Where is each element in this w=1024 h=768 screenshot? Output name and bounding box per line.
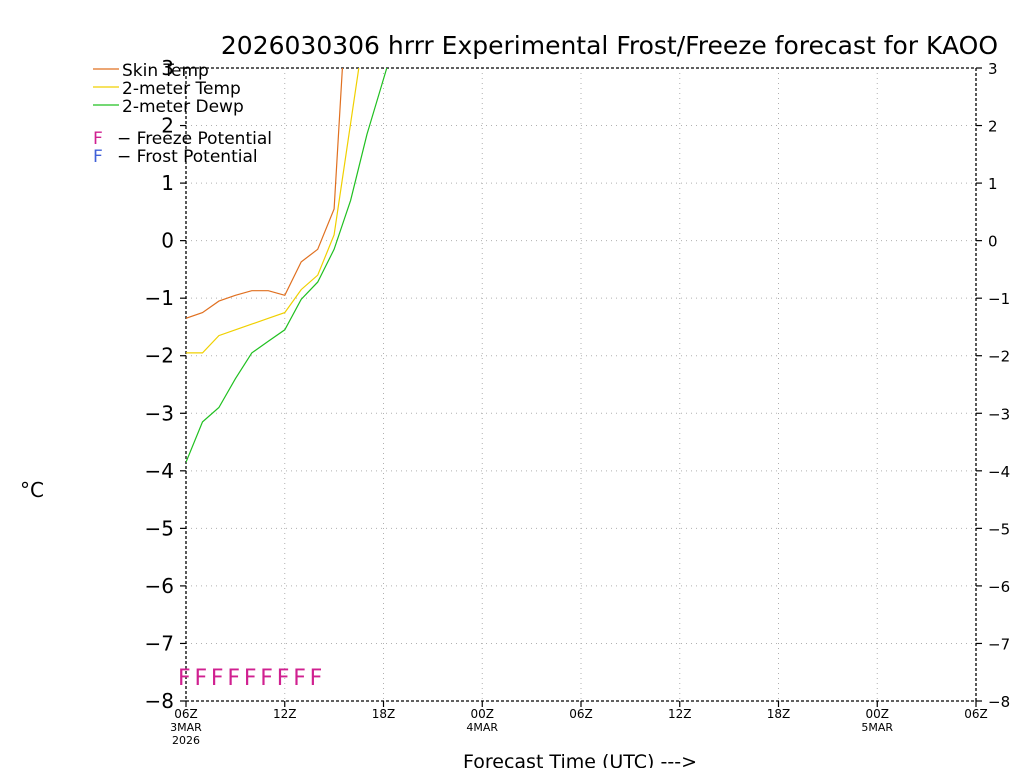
y-tick-label-left: 1 [161,171,174,195]
x-tick-label: 18Z [372,707,396,721]
grid [186,68,976,701]
series-line-skin-temp [186,68,344,319]
freeze-potential-marker: F [277,666,290,691]
plot-frame [185,67,977,702]
x-tick-date-label: 4MAR [466,721,498,734]
y-tick-label-right: 2 [988,118,998,136]
y-tick-label-right: −2 [988,348,1010,366]
legend-label: 2-meter Temp [122,79,241,99]
legend-potential-label: − Frost Potential [117,147,258,167]
y-tick-label-left: −2 [145,344,174,368]
legend-potential-marker: F [93,129,103,149]
y-axis-label: °C [20,478,44,502]
x-tick-label: 18Z [767,707,791,721]
y-tick-label-right: 1 [988,175,998,193]
legend-potential-label: − Freeze Potential [117,129,272,149]
y-axis-left: −8 −7 −6 −5 −4 −3 −2 −1 0 1 2 3 [145,56,186,713]
x-tick-date-label: 2026 [172,734,200,747]
y-tick-label-left: −4 [145,459,174,483]
x-tick-label: 12Z [273,707,297,721]
y-tick-label-right: −3 [988,405,1010,423]
y-tick-label-left: −8 [145,689,174,713]
freeze-potential-marker: F [178,666,191,691]
y-tick-label-left: −6 [145,574,174,598]
freeze-potential-marker: F [227,666,240,691]
y-tick-label-left: −3 [145,401,174,425]
x-tick-label: 00Z [471,707,495,721]
x-tick-label: 00Z [866,707,890,721]
y-tick-label-right: 3 [988,60,998,78]
x-axis-label: Forecast Time (UTC) ---> [463,751,697,768]
y-tick-label-left: 3 [161,56,174,80]
y-tick-label-right: −1 [988,290,1010,308]
y-tick-label-left: 0 [161,229,174,253]
freeze-potential-marker: F [260,666,273,691]
y-tick-label-right: −6 [988,578,1010,596]
series-line-2-meter-temp [186,68,360,354]
y-tick-label-left: 2 [161,114,174,138]
x-tick-label: 12Z [668,707,692,721]
legend-potential-marker: F [93,147,103,167]
x-tick-label: 06Z [569,707,593,721]
y-tick-label-right: 0 [988,233,998,251]
y-axis-right: −8 −7 −6 −5 −4 −3 −2 −1 0 1 2 3 [976,60,1010,711]
x-tick-label: 06Z [174,707,198,721]
legend-label: 2-meter Dewp [122,97,244,117]
freeze-potential-marker: F [211,666,224,691]
y-tick-label-right: −7 [988,635,1010,653]
freeze-potential-marker: F [293,666,306,691]
x-tick-date-label: 3MAR [170,721,202,734]
series-line-2-meter-dewp [186,68,388,463]
freeze-potential-marker: F [244,666,257,691]
series-lines [186,68,388,463]
y-tick-label-left: −1 [145,286,174,310]
y-tick-label-right: −4 [988,463,1010,481]
y-tick-label-left: −7 [145,631,174,655]
y-tick-label-right: −8 [988,693,1010,711]
y-tick-label-left: −5 [145,516,174,540]
x-tick-date-label: 5MAR [861,721,893,734]
x-tick-label: 06Z [964,707,988,721]
legend-label: Skin Temp [122,61,209,81]
y-tick-label-right: −5 [988,520,1010,538]
freeze-potential-marker: F [310,666,323,691]
freeze-potential-marker: F [194,666,207,691]
chart-title: 2026030306 hrrr Experimental Frost/Freez… [221,31,998,60]
